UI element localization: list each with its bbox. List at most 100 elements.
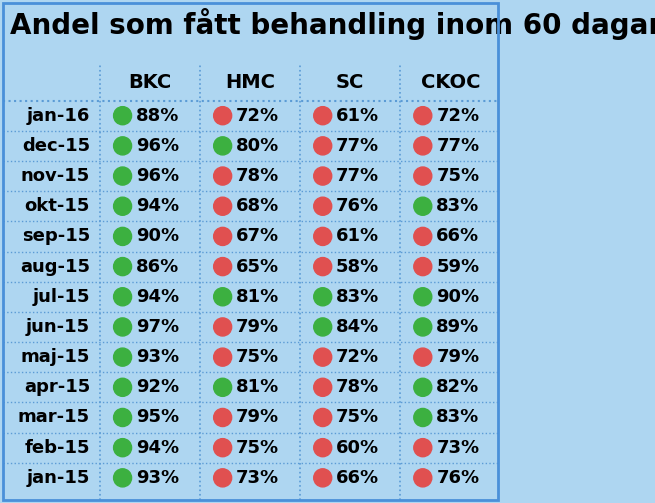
Circle shape <box>414 348 432 366</box>
Circle shape <box>214 258 232 276</box>
Text: 75%: 75% <box>236 348 279 366</box>
Text: 75%: 75% <box>336 408 379 427</box>
Circle shape <box>414 107 432 125</box>
Text: 72%: 72% <box>436 107 479 125</box>
Text: 61%: 61% <box>336 107 379 125</box>
Circle shape <box>113 469 132 487</box>
Text: 86%: 86% <box>136 258 179 276</box>
Text: 72%: 72% <box>236 107 279 125</box>
Text: 80%: 80% <box>236 137 279 155</box>
Text: 97%: 97% <box>136 318 179 336</box>
Circle shape <box>214 469 232 487</box>
Text: 76%: 76% <box>336 197 379 215</box>
Text: BKC: BKC <box>128 73 172 93</box>
Text: SC: SC <box>336 73 364 93</box>
Circle shape <box>113 408 132 427</box>
Circle shape <box>314 137 331 155</box>
Circle shape <box>314 469 331 487</box>
Text: jun-15: jun-15 <box>26 318 90 336</box>
Circle shape <box>314 197 331 215</box>
Circle shape <box>314 167 331 185</box>
Text: 81%: 81% <box>236 288 279 306</box>
Circle shape <box>214 348 232 366</box>
Circle shape <box>414 439 432 457</box>
Circle shape <box>113 258 132 276</box>
Circle shape <box>414 197 432 215</box>
Text: aug-15: aug-15 <box>20 258 90 276</box>
Text: 75%: 75% <box>236 439 279 457</box>
Text: 89%: 89% <box>436 318 479 336</box>
Text: 58%: 58% <box>336 258 379 276</box>
Text: 73%: 73% <box>436 439 479 457</box>
Circle shape <box>113 318 132 336</box>
Text: 77%: 77% <box>436 137 479 155</box>
Circle shape <box>113 107 132 125</box>
Text: 81%: 81% <box>236 378 279 396</box>
Text: 67%: 67% <box>236 227 279 245</box>
Text: 88%: 88% <box>136 107 179 125</box>
Circle shape <box>113 439 132 457</box>
Text: 94%: 94% <box>136 288 179 306</box>
Text: apr-15: apr-15 <box>24 378 90 396</box>
Circle shape <box>314 288 331 306</box>
Text: jul-15: jul-15 <box>33 288 90 306</box>
Circle shape <box>113 197 132 215</box>
Circle shape <box>414 408 432 427</box>
Text: 66%: 66% <box>436 227 479 245</box>
Text: 96%: 96% <box>136 167 179 185</box>
Circle shape <box>113 227 132 245</box>
Circle shape <box>414 378 432 396</box>
Text: Andel som fått behandling inom 60 dagar: Andel som fått behandling inom 60 dagar <box>10 8 655 40</box>
Circle shape <box>414 227 432 245</box>
Circle shape <box>214 107 232 125</box>
Circle shape <box>214 167 232 185</box>
Circle shape <box>414 258 432 276</box>
Circle shape <box>113 167 132 185</box>
Circle shape <box>314 258 331 276</box>
Text: sep-15: sep-15 <box>22 227 90 245</box>
Text: 75%: 75% <box>436 167 479 185</box>
Circle shape <box>314 107 331 125</box>
Circle shape <box>414 318 432 336</box>
Circle shape <box>214 318 232 336</box>
Circle shape <box>214 197 232 215</box>
Text: 84%: 84% <box>336 318 379 336</box>
Circle shape <box>113 378 132 396</box>
Text: 83%: 83% <box>436 197 479 215</box>
Circle shape <box>214 227 232 245</box>
Circle shape <box>314 318 331 336</box>
Text: 59%: 59% <box>436 258 479 276</box>
Circle shape <box>214 408 232 427</box>
Text: 90%: 90% <box>136 227 179 245</box>
Text: 61%: 61% <box>336 227 379 245</box>
Text: 73%: 73% <box>236 469 279 487</box>
Circle shape <box>314 348 331 366</box>
Circle shape <box>214 439 232 457</box>
Text: 60%: 60% <box>336 439 379 457</box>
Text: 65%: 65% <box>236 258 279 276</box>
Text: 94%: 94% <box>136 197 179 215</box>
Circle shape <box>414 137 432 155</box>
Text: jan-16: jan-16 <box>27 107 90 125</box>
Text: 83%: 83% <box>336 288 379 306</box>
Circle shape <box>314 378 331 396</box>
Text: 96%: 96% <box>136 137 179 155</box>
Circle shape <box>414 469 432 487</box>
Circle shape <box>214 137 232 155</box>
Text: mar-15: mar-15 <box>18 408 90 427</box>
Circle shape <box>214 378 232 396</box>
Text: 93%: 93% <box>136 469 179 487</box>
Circle shape <box>314 408 331 427</box>
Text: 83%: 83% <box>436 408 479 427</box>
Text: 68%: 68% <box>236 197 279 215</box>
Text: 79%: 79% <box>236 318 279 336</box>
Text: 95%: 95% <box>136 408 179 427</box>
Text: HMC: HMC <box>225 73 275 93</box>
Text: 94%: 94% <box>136 439 179 457</box>
Circle shape <box>314 227 331 245</box>
Text: maj-15: maj-15 <box>21 348 90 366</box>
Text: 66%: 66% <box>336 469 379 487</box>
Circle shape <box>314 439 331 457</box>
Circle shape <box>414 167 432 185</box>
Text: 90%: 90% <box>436 288 479 306</box>
